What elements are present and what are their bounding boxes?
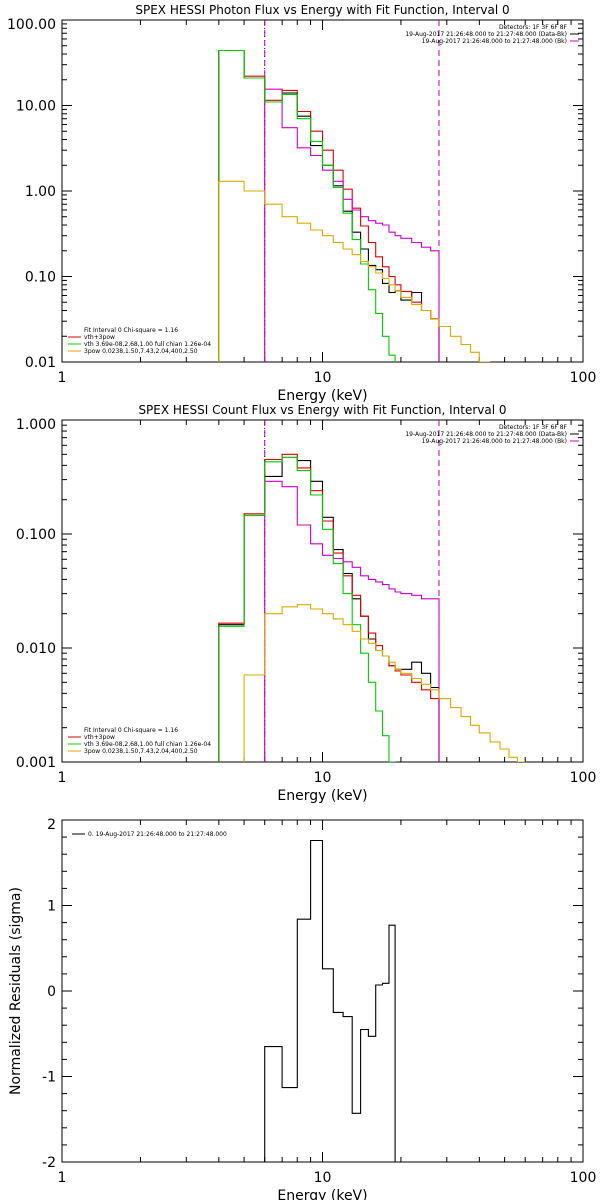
y-tick-label: 2	[47, 817, 56, 833]
plot-area	[218, 20, 491, 362]
legend-entry: Fit Interval 0 Chi-square = 1.16	[84, 727, 178, 734]
plot-area	[264, 839, 396, 1162]
y-tick-label: -2	[42, 1155, 56, 1171]
x-tick-label: 1	[58, 770, 67, 786]
legend-entry: vth+3pow	[84, 334, 115, 341]
legend-entry: 3pow 0.0238,1.50,7.43,2.04,400,2.50	[84, 348, 198, 355]
info-line: 19-Aug-2017 21:26:48.000 to 21:27:48.000…	[422, 38, 567, 45]
series-line-3pow	[243, 604, 526, 762]
info-line: Detectors: 1F 3F 6F 8F	[499, 424, 568, 431]
x-axis-label: Energy (keV)	[277, 388, 367, 404]
x-tick-label: 100	[570, 370, 597, 386]
y-tick-label: 1.000	[16, 417, 56, 433]
legend-entry: vth 3.69e-08,2.68,1.00 full chian 1.26e-…	[84, 741, 211, 748]
series-line-bk	[264, 88, 440, 362]
plot-frame	[61, 19, 584, 363]
y-tick-label: 1	[47, 899, 56, 915]
series-line-bk	[264, 480, 440, 762]
x-tick-label: 1	[58, 1170, 67, 1186]
x-tick-label: 10	[314, 370, 332, 386]
y-tick-label: -1	[42, 1070, 56, 1086]
legend-entry: Fit Interval 0 Chi-square = 1.16	[84, 327, 178, 334]
y-tick-label: 1.00	[25, 184, 56, 200]
panel-1: SPEX HESSI Photon Flux vs Energy with Fi…	[7, 3, 596, 404]
y-tick-label: 10.00	[16, 99, 56, 115]
plot-area	[218, 420, 526, 762]
x-tick-label: 100	[570, 770, 597, 786]
series-line-vth-3pow	[218, 49, 440, 362]
y-tick-label: 100.00	[7, 17, 56, 33]
plot-frame	[61, 419, 584, 763]
info-line: 19-Aug-2017 21:26:48.000 to 21:27:48.000…	[422, 438, 567, 445]
info-line: 19-Aug-2017 21:26:48.000 to 21:27:48.000…	[405, 31, 567, 38]
series-line-vth	[218, 456, 402, 762]
panel-3: 1 10 100 Energy (keV) -2 -1 0 1 2 Normalized Resi…	[8, 817, 596, 1200]
x-tick-label: 10	[314, 1170, 332, 1186]
x-tick-label: 1	[58, 370, 67, 386]
legend-entry: vth+3pow	[84, 734, 115, 741]
y-tick-label: 0.010	[16, 641, 56, 657]
series-line-vth-3pow	[218, 453, 440, 762]
info-line: 19-Aug-2017 21:26:48.000 to 21:27:48.000…	[405, 431, 567, 438]
chart-title: SPEX HESSI Count Flux vs Energy with Fit…	[138, 403, 506, 417]
y-tick-label: 0.001	[16, 755, 56, 771]
legend-entry: 3pow 0.0238,1.50,7.43,2.04,400,2.50	[84, 748, 198, 755]
series-line-vth	[218, 49, 402, 362]
x-axis-label: Energy (keV)	[277, 1188, 367, 1200]
y-tick-label: 0.01	[25, 355, 56, 371]
x-axis-label: Energy (keV)	[277, 788, 367, 804]
panel-2: SPEX HESSI Count Flux vs Energy with Fit…	[16, 403, 596, 804]
series-line-data-bk	[218, 49, 440, 362]
legend-entry: 0. 19-Aug-2017 21:26:48.000 to 21:27:48.…	[88, 831, 227, 838]
y-tick-label: 0.10	[25, 270, 56, 286]
series-line-residuals	[264, 839, 396, 1162]
chart-title: SPEX HESSI Photon Flux vs Energy with Fi…	[135, 3, 509, 17]
y-axis-label: Normalized Residuals (sigma)	[8, 887, 24, 1095]
series-line-data-bk	[218, 456, 440, 762]
info-line: Detectors: 1F 3F 6F 8F	[499, 24, 568, 31]
x-tick-label: 10	[314, 770, 332, 786]
legend-entry: vth 3.69e-08,2.68,1.00 full chian 1.26e-…	[84, 341, 211, 348]
x-tick-label: 100	[570, 1170, 597, 1186]
series-line-3pow	[218, 180, 491, 362]
y-tick-label: 0.100	[16, 527, 56, 543]
y-tick-label: 0	[47, 984, 56, 1000]
